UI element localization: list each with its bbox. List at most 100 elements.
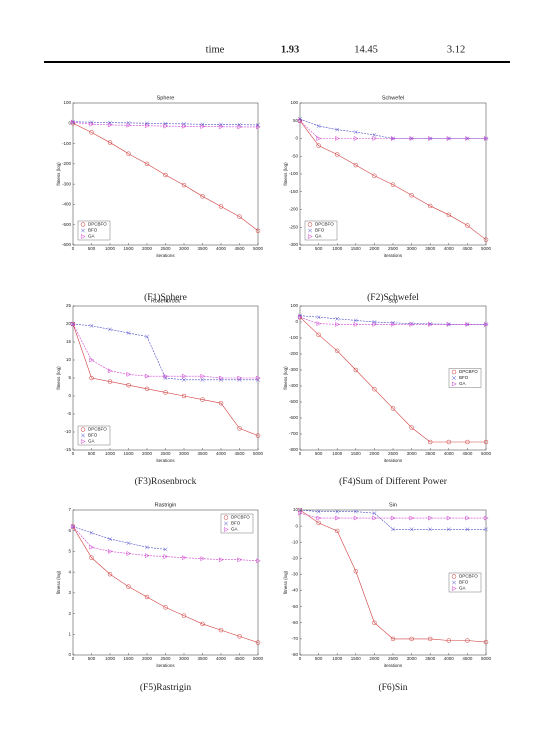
data-point (372, 132, 377, 137)
data-point (483, 136, 489, 141)
legend-label: GA (315, 234, 322, 239)
y-tick-label: -300 (289, 242, 299, 247)
y-tick-label: -50 (291, 153, 298, 158)
data-point (126, 541, 131, 546)
legend-box (304, 220, 338, 241)
x-tick-label: 1500 (351, 246, 362, 251)
legend-label: DPCBFO (231, 515, 250, 520)
data-point (70, 321, 76, 327)
table-cell: 14.45 (354, 44, 378, 55)
data-point (200, 397, 205, 402)
data-point (316, 515, 322, 521)
caption: (F3)Rosenbrock (135, 476, 197, 487)
data-point (335, 321, 340, 327)
data-point (409, 636, 414, 642)
series-line (72, 123, 259, 232)
data-point (108, 327, 112, 332)
data-point (316, 136, 322, 141)
x-tick-label: 4500 (462, 451, 473, 456)
legend-marker (224, 521, 228, 526)
y-tick-label: -60 (291, 620, 298, 625)
y-tick-label: -70 (291, 636, 298, 641)
data-point (372, 511, 377, 516)
series-line (72, 121, 259, 126)
legend-marker (80, 222, 86, 227)
data-point (390, 136, 396, 141)
data-point (163, 373, 169, 379)
series-line (72, 526, 259, 562)
data-point (353, 130, 358, 135)
x-tick-label: 4500 (234, 451, 245, 456)
data-point (255, 433, 261, 438)
data-point (163, 554, 169, 560)
y-tick-label: 50 (293, 118, 299, 123)
y-tick-label: -10 (291, 539, 298, 544)
x-tick-label: 2500 (388, 656, 399, 661)
y-tick-label: -300 (289, 367, 299, 372)
data-point (335, 127, 340, 132)
data-point (316, 509, 321, 514)
legend-box (220, 513, 254, 534)
data-point (200, 377, 205, 382)
data-point (181, 393, 187, 399)
data-point (255, 375, 261, 381)
y-tick-label: -500 (289, 399, 299, 404)
x-tick-label: 4500 (462, 246, 473, 251)
data-point (390, 406, 396, 411)
x-tick-label: 4500 (234, 246, 245, 251)
x-tick-label: 2500 (388, 451, 399, 456)
x-tick-label: 2000 (369, 451, 380, 456)
x-tick-label: 3500 (197, 451, 208, 456)
data-point (89, 323, 94, 328)
y-tick-label: 5 (68, 549, 71, 554)
data-point (465, 223, 470, 228)
data-point (353, 162, 359, 168)
series-line (299, 509, 487, 643)
y-tick-label: 0 (68, 393, 71, 398)
x-tick-label: 4500 (234, 656, 245, 661)
x-tick-label: 0 (72, 656, 75, 661)
y-tick-label: -300 (62, 181, 72, 186)
data-point (218, 557, 224, 563)
y-tick-label: -500 (62, 222, 72, 227)
x-tick-label: 3500 (197, 246, 208, 251)
data-point (335, 136, 340, 141)
chart-title: Rastrigin (155, 502, 177, 508)
data-point (237, 426, 242, 431)
series-line (299, 512, 486, 519)
data-point (465, 515, 471, 521)
data-point (297, 314, 303, 320)
data-point (390, 182, 396, 187)
x-tick-label: 2500 (388, 246, 399, 251)
y-tick-label: -700 (289, 431, 299, 436)
data-point (372, 136, 378, 141)
data-point (446, 638, 452, 643)
data-point (144, 553, 150, 558)
data-point (446, 212, 452, 218)
legend-box (77, 425, 111, 446)
caption: (F6)Sin (378, 682, 407, 693)
x-tick-label: 1000 (332, 451, 343, 456)
x-axis-label: iterations (156, 663, 175, 668)
y-tick-label: -200 (62, 161, 72, 166)
data-point (335, 515, 340, 521)
y-tick-label: -200 (289, 207, 299, 212)
x-tick-label: 0 (72, 246, 75, 251)
legend-box (77, 220, 111, 241)
data-point (181, 182, 187, 188)
data-point (218, 124, 224, 130)
data-point (484, 527, 488, 532)
data-point (483, 439, 489, 445)
data-point (353, 136, 359, 141)
x-tick-label: 4500 (462, 656, 473, 661)
data-point (446, 515, 452, 521)
data-point (144, 373, 150, 379)
data-point (353, 318, 358, 323)
series-line (72, 526, 166, 550)
data-point (163, 121, 168, 126)
data-point (316, 315, 321, 320)
data-point (181, 373, 187, 379)
chart-title: Sin (389, 502, 397, 508)
x-tick-label: 1500 (123, 451, 134, 456)
data-point (218, 204, 224, 209)
